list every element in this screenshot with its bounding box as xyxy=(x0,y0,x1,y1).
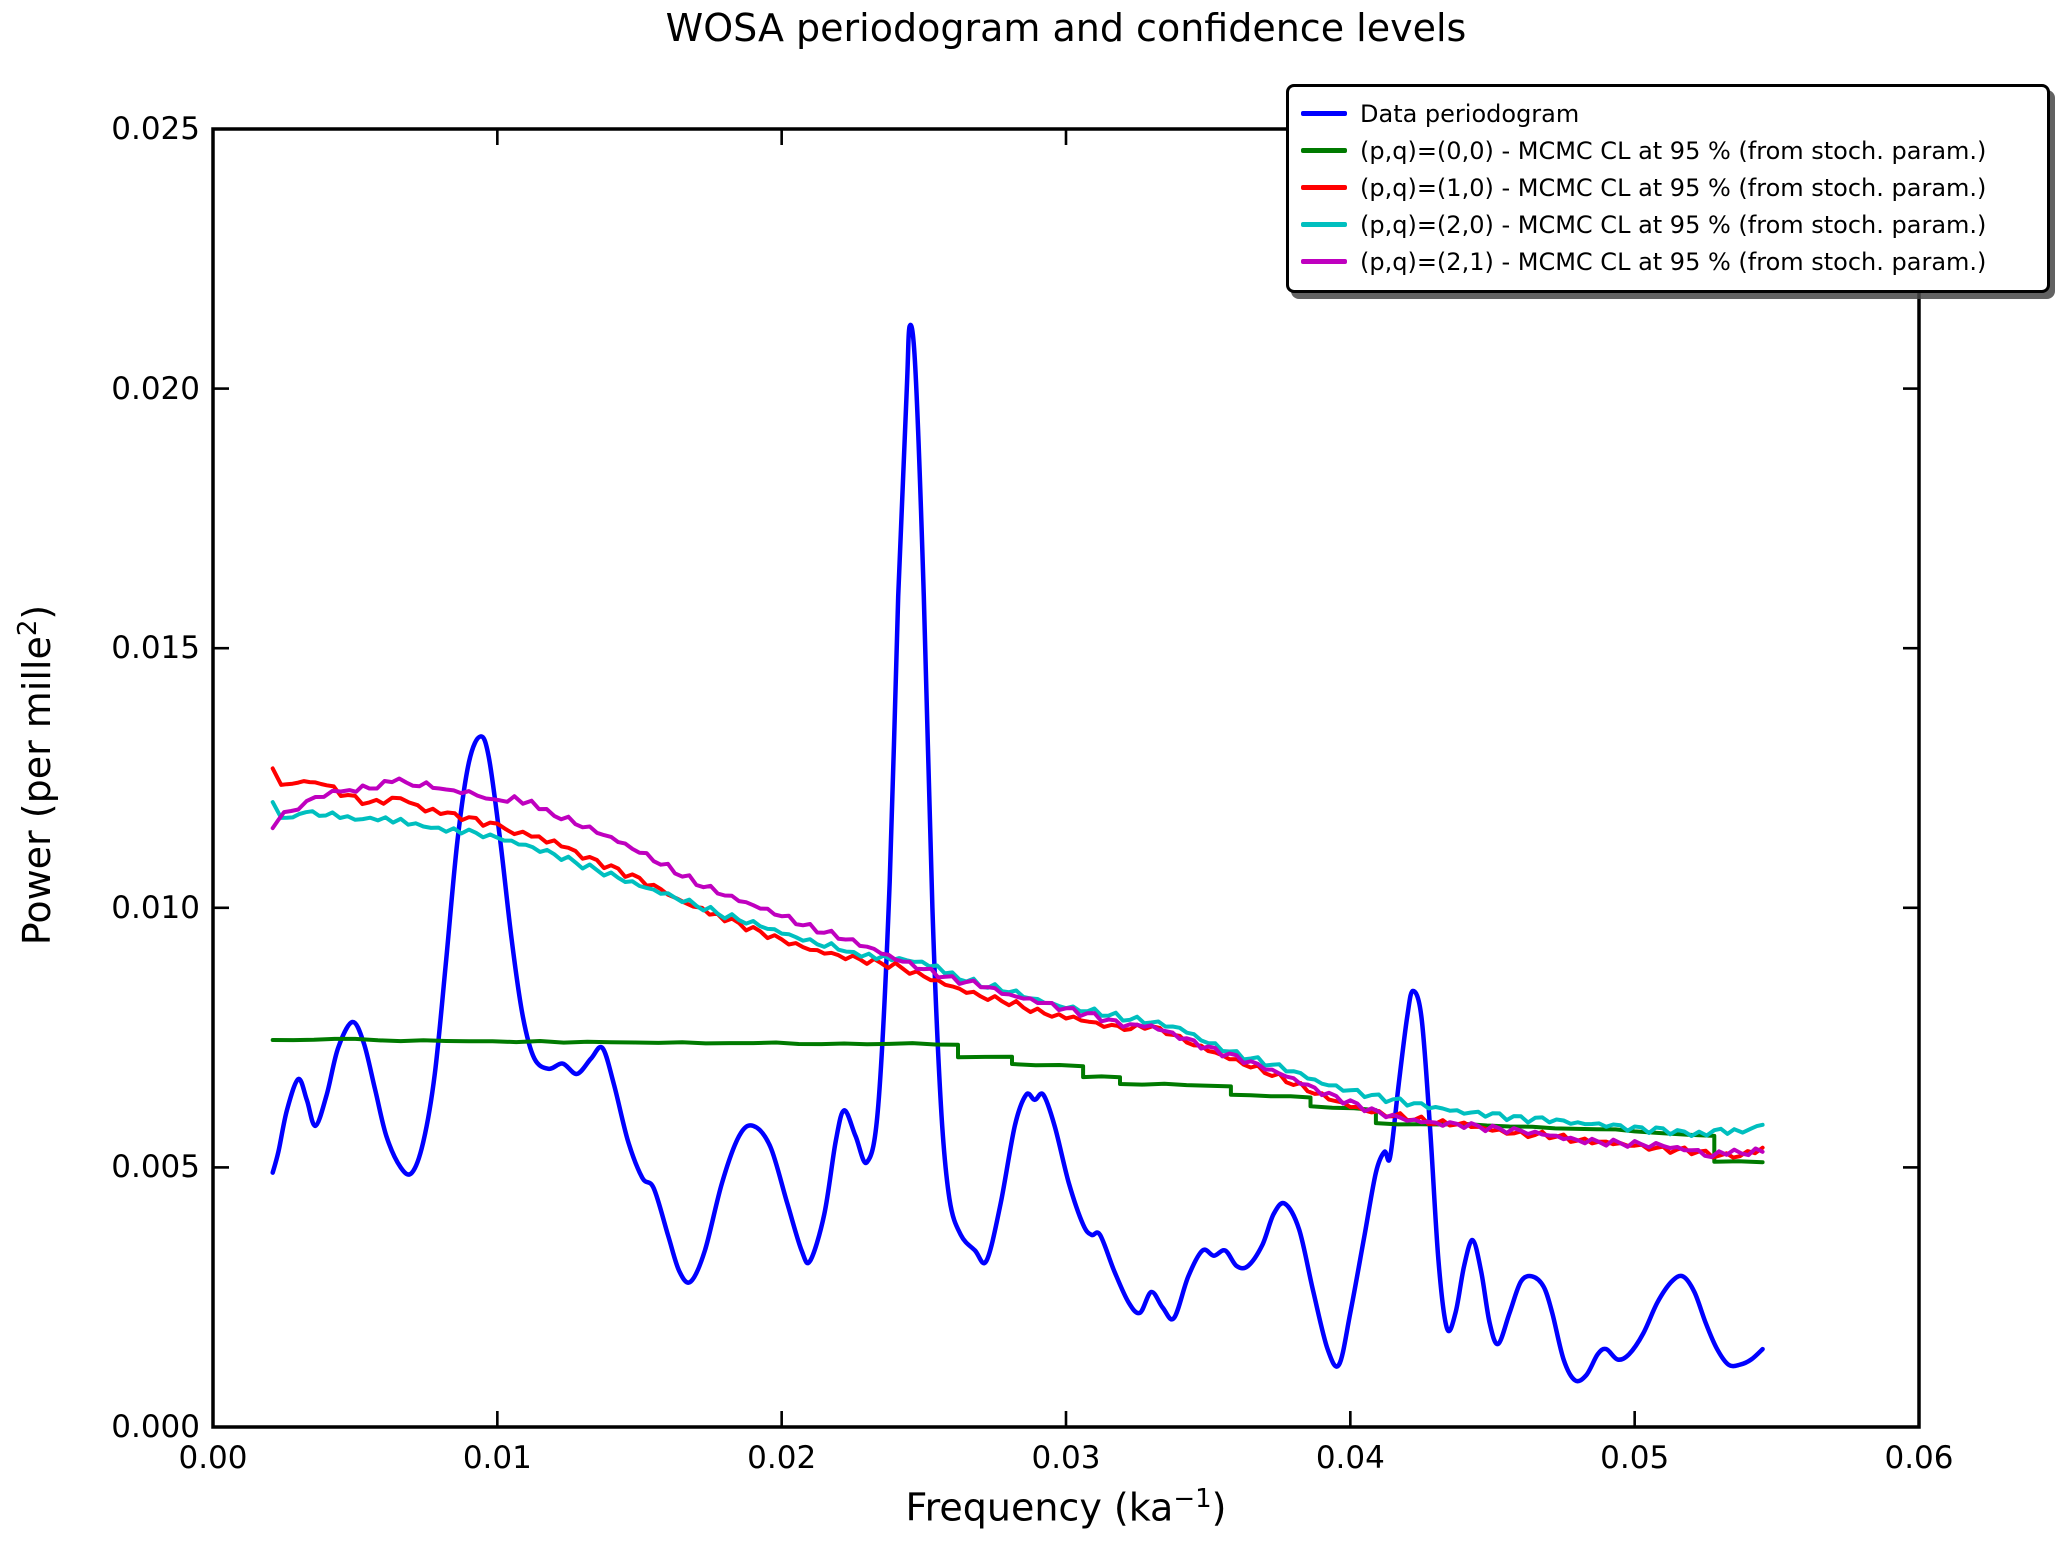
legend-line-sample-icon xyxy=(1301,111,1347,116)
x-axis-label-text: Frequency (ka xyxy=(905,1485,1174,1530)
y-tick-label: 0.005 xyxy=(111,1149,200,1186)
legend-entry-label: (p,q)=(1,0) - MCMC CL at 95 % (from stoc… xyxy=(1360,173,1987,202)
legend-entry: (p,q)=(2,0) - MCMC CL at 95 % (from stoc… xyxy=(1301,206,2035,243)
legend-line-sample-icon xyxy=(1301,148,1347,153)
legend-entry: Data periodogram xyxy=(1301,95,2035,132)
y-tick-label: 0.000 xyxy=(111,1409,200,1445)
legend-line-sample-icon xyxy=(1301,185,1347,190)
legend-entry-label: (p,q)=(2,1) - MCMC CL at 95 % (from stoc… xyxy=(1360,247,1987,276)
x-tick-label: 0.05 xyxy=(1600,1440,1670,1476)
y-axis-label-superscript: 2 xyxy=(13,619,44,637)
x-tick-label: 0.02 xyxy=(747,1440,817,1476)
series-cl-21-line xyxy=(270,776,1765,1160)
legend-entry-label: Data periodogram xyxy=(1360,99,1580,128)
x-tick-label: 0.03 xyxy=(1031,1440,1101,1476)
x-tick-label: 0.01 xyxy=(462,1440,532,1476)
x-tick-label: 0.06 xyxy=(1884,1440,1954,1476)
chart-title: WOSA periodogram and confidence levels xyxy=(665,6,1467,50)
y-tick-label: 0.020 xyxy=(111,370,200,407)
y-tick-label: 0.025 xyxy=(111,111,200,147)
series-cl-00-line xyxy=(270,1036,1765,1165)
axes-frame xyxy=(211,127,1921,1429)
y-tick-label: 0.010 xyxy=(111,889,200,926)
legend-entry-label: (p,q)=(0,0) - MCMC CL at 95 % (from stoc… xyxy=(1360,136,1987,165)
legend-entry: (p,q)=(2,1) - MCMC CL at 95 % (from stoc… xyxy=(1301,243,2035,280)
legend-entry-label: (p,q)=(2,0) - MCMC CL at 95 % (from stoc… xyxy=(1360,210,1987,239)
x-axis-label: Frequency (ka−1) xyxy=(213,1484,1919,1530)
y-axis-label-close: ) xyxy=(14,604,59,620)
legend-line-sample-icon xyxy=(1301,222,1347,227)
series-cl-10-line xyxy=(270,766,1765,1160)
legend-line-sample-icon xyxy=(1301,259,1347,264)
legend-box: Data periodogram (p,q)=(0,0) - MCMC CL at… xyxy=(1286,84,2050,293)
legend-entry: (p,q)=(1,0) - MCMC CL at 95 % (from stoc… xyxy=(1301,169,2035,206)
y-tick-label: 0.015 xyxy=(111,630,200,667)
legend-entry: (p,q)=(0,0) - MCMC CL at 95 % (from stoc… xyxy=(1301,132,2035,169)
x-tick-label: 0.04 xyxy=(1315,1440,1385,1476)
series-cl-20-line xyxy=(270,800,1765,1138)
series-data-periodogram-line xyxy=(270,322,1765,1384)
x-axis-label-superscript: −1 xyxy=(1173,1484,1212,1514)
x-tick-label: 0.00 xyxy=(178,1440,248,1476)
x-axis-label-close: ) xyxy=(1211,1485,1227,1530)
